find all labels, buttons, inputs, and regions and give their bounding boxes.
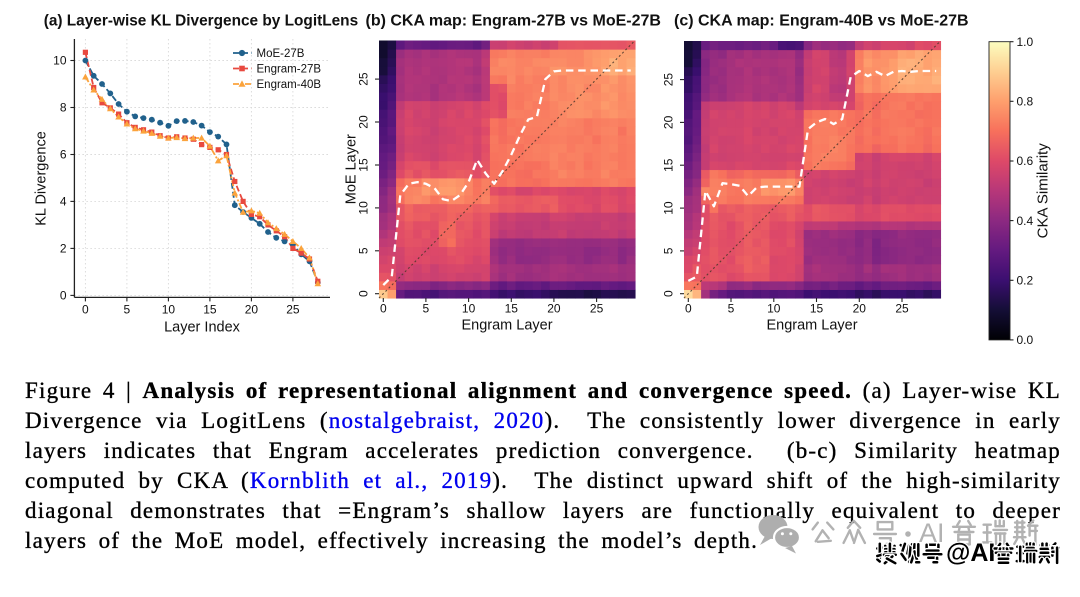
svg-text:25: 25 (357, 72, 371, 86)
svg-text:0: 0 (380, 302, 387, 316)
svg-text:15: 15 (357, 158, 371, 172)
svg-text:20: 20 (853, 302, 867, 316)
svg-text:(c) CKA map: Engram-40B vs MoE: (c) CKA map: Engram-40B vs MoE-27B (674, 13, 969, 30)
svg-text:5: 5 (124, 303, 131, 317)
svg-text:2: 2 (60, 242, 67, 256)
svg-text:5: 5 (728, 302, 735, 316)
svg-text:20: 20 (547, 302, 561, 316)
svg-text:0: 0 (60, 289, 67, 303)
svg-text:0.4: 0.4 (1017, 214, 1034, 228)
svg-text:5: 5 (357, 247, 371, 254)
svg-text:Engram Layer: Engram Layer (461, 318, 552, 334)
svg-text:20: 20 (662, 115, 676, 129)
svg-text:25: 25 (662, 73, 676, 87)
svg-text:15: 15 (203, 303, 217, 317)
svg-text:0.2: 0.2 (1017, 274, 1034, 288)
svg-text:15: 15 (505, 302, 519, 316)
svg-text:20: 20 (245, 303, 259, 317)
svg-text:10: 10 (162, 303, 176, 317)
svg-text:Engram Layer: Engram Layer (766, 318, 857, 334)
svg-text:0.8: 0.8 (1017, 95, 1034, 109)
svg-text:10: 10 (662, 201, 676, 215)
svg-text:0: 0 (357, 290, 371, 297)
svg-text:0: 0 (685, 302, 692, 316)
svg-text:10: 10 (357, 201, 371, 215)
svg-text:(a) Layer-wise KL Divergence b: (a) Layer-wise KL Divergence by LogitLen… (44, 13, 358, 30)
svg-text:1.0: 1.0 (1017, 35, 1034, 49)
svg-text:25: 25 (590, 302, 604, 316)
svg-text:8: 8 (60, 101, 67, 115)
svg-text:0: 0 (662, 290, 676, 297)
svg-text:15: 15 (662, 158, 676, 172)
svg-text:6: 6 (60, 148, 67, 162)
svg-text:25: 25 (286, 303, 300, 317)
svg-text:KL Divergence: KL Divergence (34, 131, 50, 226)
svg-text:5: 5 (423, 302, 430, 316)
svg-text:10: 10 (53, 54, 67, 68)
svg-text:Layer Index: Layer Index (164, 320, 241, 336)
svg-text:CKA Similarity: CKA Similarity (1035, 143, 1052, 239)
svg-text:MoE Layer: MoE Layer (344, 134, 360, 204)
svg-text:(b) CKA map: Engram-27B vs MoE: (b) CKA map: Engram-27B vs MoE-27B (366, 13, 661, 30)
svg-text:4: 4 (60, 195, 67, 209)
svg-text:0.6: 0.6 (1017, 154, 1034, 168)
svg-text:Engram-40B: Engram-40B (257, 79, 322, 91)
svg-text:@AI: @AI (946, 539, 995, 567)
svg-text:5: 5 (662, 247, 676, 254)
svg-text:25: 25 (895, 302, 909, 316)
svg-text:0.0: 0.0 (1017, 333, 1034, 347)
svg-text:MoE-27B: MoE-27B (257, 48, 305, 60)
svg-text:0: 0 (82, 303, 89, 317)
svg-text:10: 10 (767, 302, 781, 316)
svg-text:15: 15 (810, 302, 824, 316)
svg-text:10: 10 (462, 302, 476, 316)
svg-text:20: 20 (357, 115, 371, 129)
svg-text:Engram-27B: Engram-27B (257, 64, 322, 76)
